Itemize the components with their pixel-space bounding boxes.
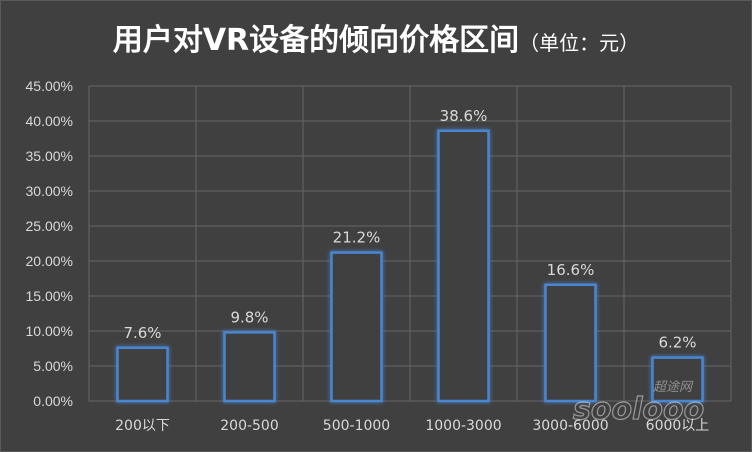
x-tick-label: 3000-6000 (532, 418, 608, 434)
y-tick-label: 45.00% (26, 78, 73, 94)
x-tick-label: 6000以上 (646, 418, 710, 434)
data-label: 21.2% (333, 229, 381, 247)
x-tick-label: 500-1000 (323, 418, 390, 434)
data-label: 16.6% (547, 261, 595, 279)
y-tick-label: 0.00% (33, 393, 73, 409)
y-tick-label: 40.00% (26, 113, 73, 129)
x-axis-ticks: 200以下 200-500 500-1000 1000-3000 3000-6000 60… (115, 418, 709, 434)
bars (116, 129, 704, 403)
data-label: 38.6% (440, 107, 488, 125)
bar-200-500 (223, 331, 276, 403)
data-labels: 7.6% 9.8% 21.2% 38.6% 16.6% 6.2% (123, 107, 696, 352)
watermark-cn-text: 超途网 (653, 379, 694, 395)
data-label: 9.8% (230, 308, 268, 326)
x-tick-label: 1000-3000 (425, 418, 501, 434)
data-label: 7.6% (123, 324, 161, 342)
y-axis-ticks: 0.00% 5.00% 10.00% 15.00% 20.00% 25.00% 30.00%… (26, 78, 73, 409)
bar-6000以上 (651, 356, 704, 403)
chart-title-unit: （单位：元） (519, 31, 640, 55)
bar-3000-6000 (544, 283, 597, 403)
bar-500-1000 (330, 251, 383, 403)
y-tick-label: 20.00% (26, 253, 73, 269)
watermark-logo: 超途网 soolooo (572, 379, 704, 428)
chart-title-main: 用户对VR设备的倾向价格区间 (112, 23, 520, 58)
watermark-logo-text: soolooo (573, 392, 704, 427)
y-tick-label: 5.00% (33, 358, 73, 374)
data-label: 6.2% (658, 334, 696, 352)
bar-1000-3000 (437, 129, 490, 403)
y-tick-label: 15.00% (26, 288, 73, 304)
y-tick-label: 25.00% (26, 218, 73, 234)
y-tick-label: 10.00% (26, 323, 73, 339)
x-tick-label: 200以下 (115, 418, 170, 434)
gridlines (88, 85, 732, 402)
bar-200以下 (116, 346, 169, 403)
chart-title: 用户对VR设备的倾向价格区间（单位：元） (1, 15, 751, 59)
x-tick-label: 200-500 (220, 418, 279, 434)
y-tick-label: 30.00% (26, 183, 73, 199)
y-tick-label: 35.00% (26, 148, 73, 164)
